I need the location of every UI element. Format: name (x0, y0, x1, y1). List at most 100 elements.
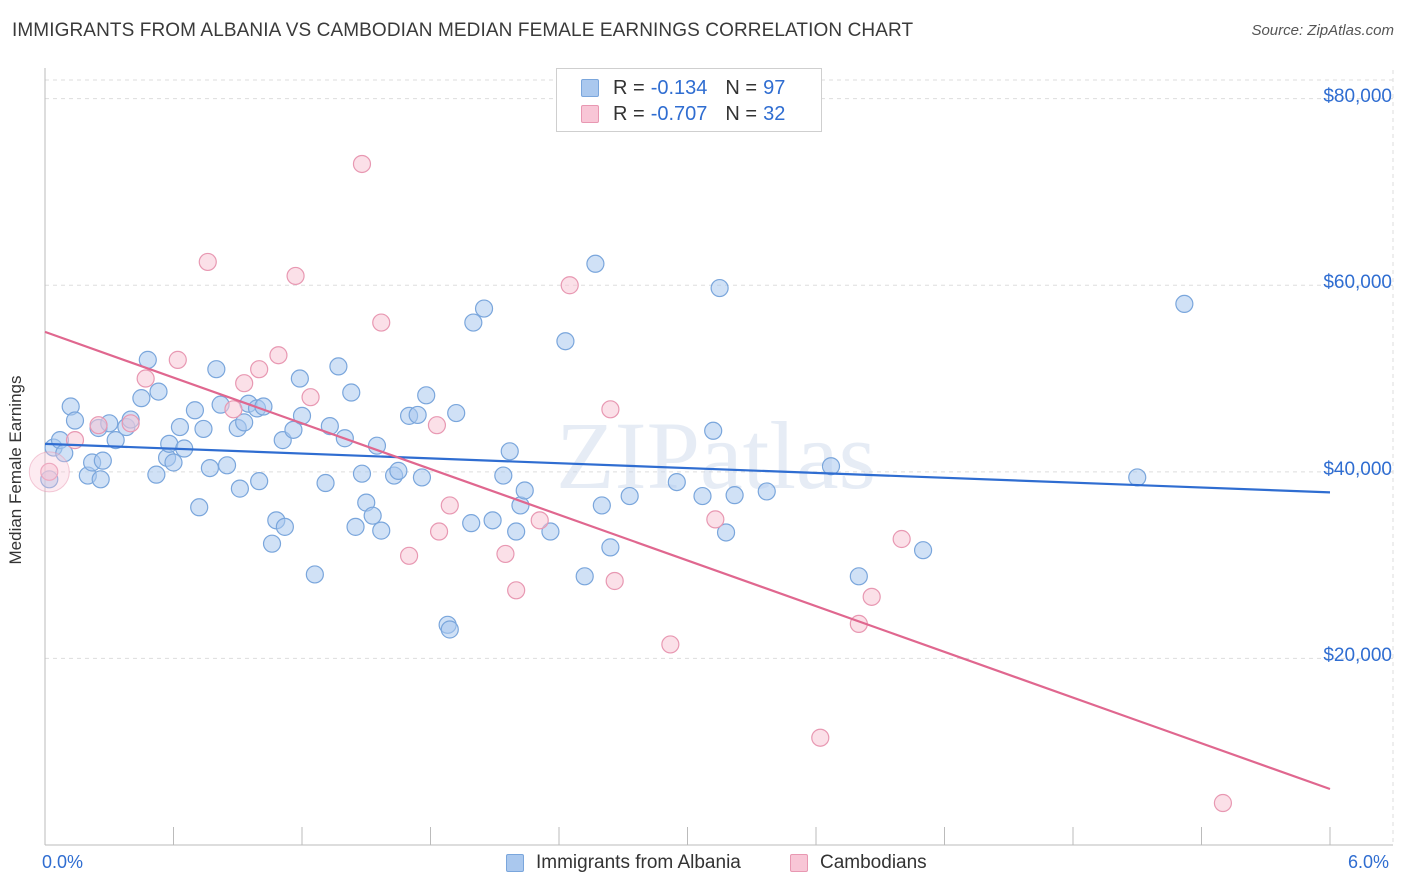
cambodian-point (507, 581, 526, 600)
albania-point (716, 523, 736, 542)
y-tick-label: $60,000 (1323, 272, 1392, 294)
albania-point (320, 417, 339, 436)
cambodian-point (429, 522, 449, 541)
legend-row-cambodian: R = -0.707 N = 32 (581, 101, 785, 127)
albania-point (464, 313, 483, 332)
albania-point (217, 456, 237, 475)
legend-n-value: 97 (763, 76, 786, 99)
bottom-legend-label: Cambodians (820, 852, 927, 873)
albania-point (262, 534, 282, 553)
albania-point (483, 511, 502, 530)
y-axis-label: Median Female Earnings (6, 375, 25, 565)
albania-point (408, 405, 427, 425)
albania-point (849, 567, 868, 586)
trend-lines (44, 330, 1331, 791)
legend-row-albania: R = -0.134 N = 97 (581, 75, 785, 101)
albania-point (440, 620, 459, 639)
albania-point (821, 457, 841, 476)
cambodian-point (372, 313, 391, 332)
albania-point (329, 357, 348, 376)
chart-source: Source: ZipAtlas.com (1251, 22, 1394, 39)
cambodian-point (601, 400, 620, 419)
albania-point (586, 254, 605, 273)
cambodian-point (862, 587, 881, 606)
albania-point (541, 522, 560, 541)
axes (44, 68, 1393, 846)
albania-point (575, 567, 594, 586)
albania-point (235, 413, 254, 432)
cambodian-point (892, 529, 911, 549)
albania-point (1175, 294, 1194, 314)
cambodian-point (811, 728, 830, 747)
albania-point (462, 514, 481, 533)
cambodian-point (28, 451, 70, 493)
y-tick-label: $20,000 (1323, 645, 1392, 667)
cambodian-point (352, 154, 372, 174)
cambodian-point (224, 400, 243, 419)
legend-n-label: N = (725, 76, 758, 99)
legend-r-label: R = (613, 102, 645, 125)
albania-point (372, 521, 391, 540)
watermark: ZIPatlas (556, 402, 876, 509)
cambodian-swatch (790, 854, 808, 872)
bottom-legend-label: Immigrants from Albania (536, 852, 741, 873)
albania-point (913, 541, 933, 560)
bottom-legend-cambodian: Cambodians (790, 852, 927, 874)
albania-point (601, 538, 620, 557)
albania-point (507, 522, 526, 541)
albania-point (185, 401, 205, 420)
albania-point (447, 403, 466, 423)
albania-point (200, 458, 220, 478)
x-tick-label-min: 0.0% (42, 852, 84, 872)
legend-r-value: -0.707 (650, 102, 708, 125)
albania-swatch (506, 854, 524, 872)
cambodian-point (269, 346, 288, 365)
albania-point (710, 278, 729, 298)
legend-r-value: -0.134 (650, 76, 708, 99)
albania-point (290, 369, 309, 388)
cambodian-point (399, 546, 419, 565)
albania-point (667, 472, 686, 492)
cambodian-point (121, 414, 140, 433)
legend-n-label: N = (725, 102, 758, 125)
cambodian-point (168, 350, 187, 369)
y-tick-label: $40,000 (1323, 458, 1392, 480)
albania-point (757, 482, 776, 501)
correlation-legend: R = -0.134 N = 97 R = -0.707 N = 32 (556, 68, 822, 132)
albania-point (65, 411, 85, 430)
cambodian-swatch (581, 105, 599, 123)
albania-point (147, 465, 166, 484)
albania-point (91, 470, 110, 489)
albania-point (132, 389, 151, 408)
albania-point (305, 565, 324, 584)
albania-point (316, 473, 335, 493)
cambodian-point (89, 416, 108, 435)
albania-point (106, 431, 125, 450)
cambodian-point (136, 369, 155, 388)
albania-point (556, 332, 575, 351)
legend-r-label: R = (613, 76, 645, 99)
cambodian-point (286, 266, 305, 286)
albania-swatch (581, 79, 599, 97)
albania-point (693, 486, 712, 506)
albania-point (592, 496, 611, 515)
albania-point (1128, 468, 1147, 487)
cambodian-point (427, 416, 447, 435)
cambodian-point (198, 252, 217, 272)
cambodian-point (706, 510, 725, 529)
albania-point (704, 421, 723, 440)
y-tick-label: $80,000 (1323, 85, 1392, 107)
albania-point (620, 486, 639, 506)
cambodian-point (560, 276, 579, 295)
legend-n-value: 32 (763, 102, 786, 125)
albania-point (93, 451, 112, 470)
albania-point (346, 517, 365, 536)
albania-point (474, 299, 494, 318)
cambodian-point (235, 374, 254, 393)
albania-point (149, 382, 168, 401)
albania-point (352, 464, 372, 483)
albania-point (230, 479, 249, 498)
cambodian-point (440, 496, 459, 515)
chart-title: IMMIGRANTS FROM ALBANIA VS CAMBODIAN MED… (12, 20, 914, 41)
